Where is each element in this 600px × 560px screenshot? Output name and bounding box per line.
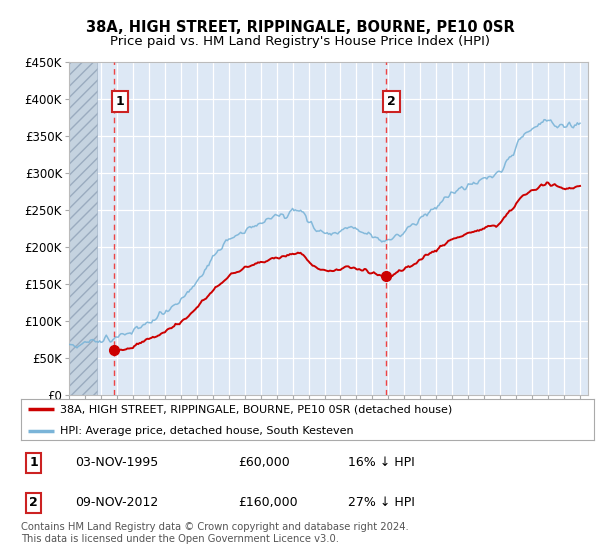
Text: 1: 1	[29, 456, 38, 469]
Bar	[69, 62, 97, 395]
Text: 2: 2	[387, 95, 396, 108]
Text: HPI: Average price, detached house, South Kesteven: HPI: Average price, detached house, Sout…	[60, 426, 353, 436]
Text: 09-NOV-2012: 09-NOV-2012	[76, 496, 158, 510]
Text: 03-NOV-1995: 03-NOV-1995	[76, 456, 158, 469]
Text: Price paid vs. HM Land Registry's House Price Index (HPI): Price paid vs. HM Land Registry's House …	[110, 35, 490, 48]
Text: 1: 1	[116, 95, 124, 108]
Text: 2: 2	[29, 496, 38, 510]
Text: 16% ↓ HPI: 16% ↓ HPI	[347, 456, 415, 469]
Text: 38A, HIGH STREET, RIPPINGALE, BOURNE, PE10 0SR (detached house): 38A, HIGH STREET, RIPPINGALE, BOURNE, PE…	[60, 404, 452, 414]
Text: 27% ↓ HPI: 27% ↓ HPI	[347, 496, 415, 510]
Text: 38A, HIGH STREET, RIPPINGALE, BOURNE, PE10 0SR: 38A, HIGH STREET, RIPPINGALE, BOURNE, PE…	[86, 20, 514, 35]
Text: £160,000: £160,000	[239, 496, 298, 510]
Text: £60,000: £60,000	[239, 456, 290, 469]
Text: Contains HM Land Registry data © Crown copyright and database right 2024.
This d: Contains HM Land Registry data © Crown c…	[21, 522, 409, 544]
